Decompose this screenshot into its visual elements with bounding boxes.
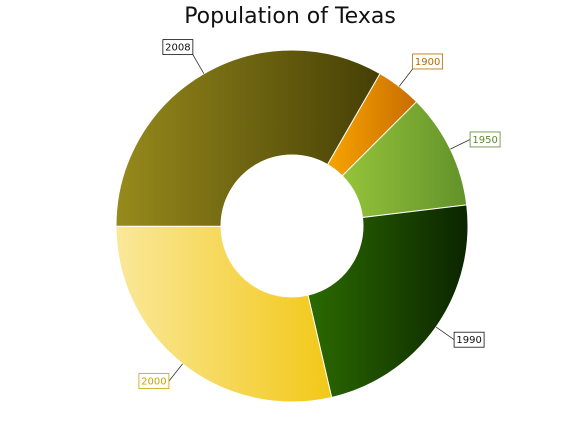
chart-title: Population of Texas xyxy=(184,4,396,29)
leaders-layer xyxy=(168,54,471,382)
label-box-1950 xyxy=(469,131,501,148)
slices-layer xyxy=(115,49,469,403)
label-box-2000 xyxy=(138,373,170,389)
data-label-1990: 1990 xyxy=(456,335,481,346)
labels-layer: 1900 1950 1990 2000 2008 xyxy=(138,39,501,389)
leader-line-1950 xyxy=(450,139,471,150)
label-box-1900 xyxy=(412,53,444,70)
leader-line-1900 xyxy=(398,68,413,87)
data-label-2000: 2000 xyxy=(141,377,166,388)
leader-line-2008 xyxy=(192,54,205,74)
data-label-1950: 1950 xyxy=(472,135,497,146)
data-label-1900: 1900 xyxy=(415,57,440,68)
leader-line-2000 xyxy=(168,363,183,382)
slice-2008[interactable] xyxy=(115,49,381,227)
data-label-2008: 2008 xyxy=(165,43,190,54)
label-box-1990 xyxy=(453,331,485,348)
slice-1990[interactable] xyxy=(307,204,469,399)
label-box-2008 xyxy=(162,39,194,56)
leader-line-1990 xyxy=(435,326,455,341)
slice-2000[interactable] xyxy=(115,225,333,403)
